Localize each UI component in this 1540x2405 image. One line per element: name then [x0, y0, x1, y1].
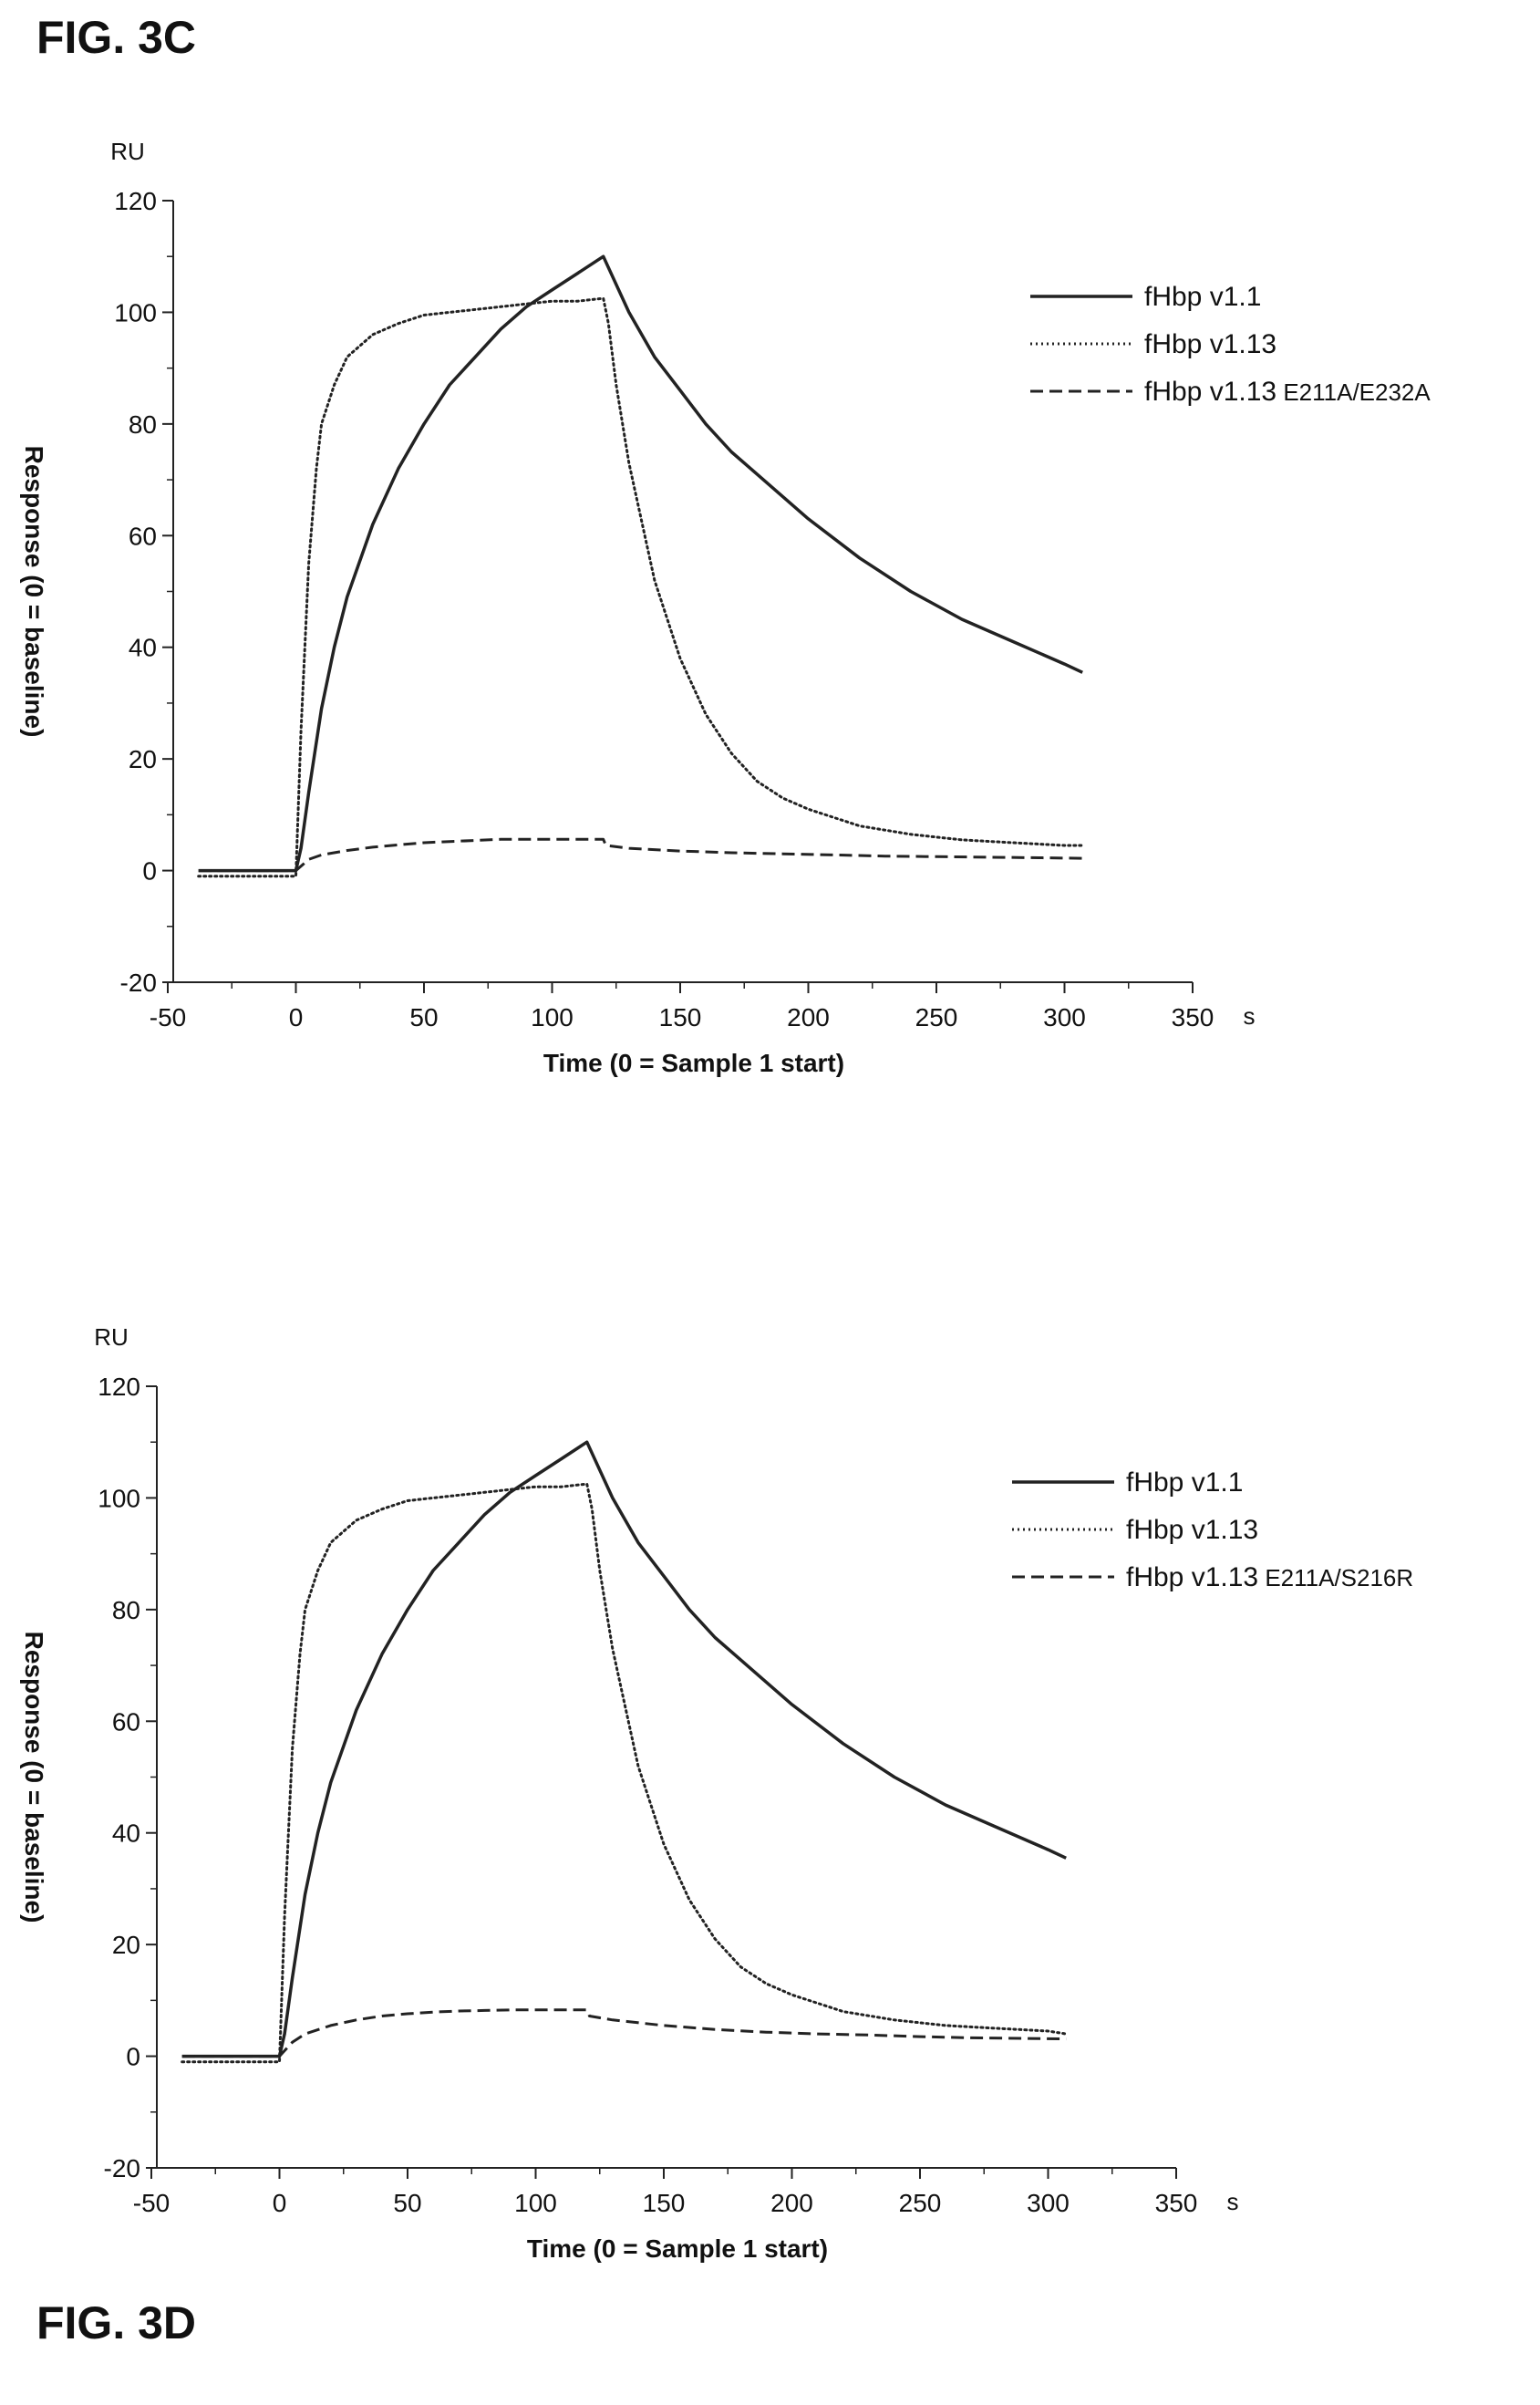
legend-label-suffix: E211A/E232A	[1276, 378, 1431, 406]
x-tick-label: 300	[1043, 1003, 1086, 1031]
x-tick-label: 0	[273, 2189, 287, 2217]
x-tick-label: 200	[770, 2189, 813, 2217]
x-tick-label: 200	[787, 1003, 830, 1031]
x-tick-label: -50	[133, 2189, 170, 2217]
y-tick-label: 80	[112, 1596, 140, 1624]
y-tick-label: 0	[126, 2043, 140, 2071]
legend-label: fHbp v1.13 E211A/S216R	[1126, 1562, 1413, 1592]
figure-label-bottom: FIG. 3D	[36, 2297, 197, 2348]
axes: -20 0 20 40 60 80 100 120 -50 0 50 100 150 200 250 300 3…	[20, 138, 1256, 1077]
series-group	[197, 254, 1084, 878]
series-line-solid	[181, 1440, 1067, 2058]
x-axis-title: Time (0 = Sample 1 start)	[543, 1049, 844, 1077]
x-tick-label: 50	[409, 1003, 438, 1031]
chart-fig-3d: -20 0 20 40 60 80 100 120 -50 0 50 100 150 200 250 300 3…	[20, 1323, 1413, 2263]
y-unit-label: RU	[110, 138, 145, 165]
legend-label-base: fHbp v1.13	[1144, 329, 1276, 359]
y-tick-label: 40	[129, 634, 157, 662]
x-tick-label: 250	[915, 1003, 958, 1031]
x-tick-label: 350	[1155, 2189, 1198, 2217]
x-tick-label: 300	[1027, 2189, 1070, 2217]
y-tick-label: 60	[112, 1707, 140, 1736]
x-tick-label: 250	[899, 2189, 942, 2217]
x-unit-label: s	[1244, 1002, 1256, 1030]
legend-label: fHbp v1.1	[1126, 1467, 1243, 1498]
series-group	[181, 1440, 1068, 2064]
series-line-dotted	[197, 296, 1084, 878]
x-tick-label: 100	[514, 2189, 557, 2217]
legend-label-base: fHbp v1.1	[1144, 282, 1261, 312]
legend-label: fHbp v1.1	[1144, 282, 1261, 312]
y-tick-label: 120	[98, 1373, 140, 1401]
series-line-solid	[198, 254, 1083, 873]
x-tick-label: 150	[659, 1003, 702, 1031]
y-axis-title: Response (0 = baseline)	[20, 446, 48, 738]
x-tick-label: 0	[289, 1003, 304, 1031]
y-tick-label: 100	[114, 298, 157, 327]
legend-label-suffix: E211A/S216R	[1258, 1564, 1413, 1591]
chart-fig-3c: -20 0 20 40 60 80 100 120 -50 0 50 100 150 200 250 300 3…	[20, 138, 1431, 1077]
y-tick-label: -20	[104, 2154, 140, 2182]
x-tick-label: -50	[150, 1003, 186, 1031]
y-tick-label: 20	[129, 745, 157, 773]
series-line-dotted	[181, 1482, 1068, 2064]
series-line-dashed	[181, 2008, 1067, 2058]
y-tick-label: -20	[120, 969, 157, 997]
y-tick-label: 120	[114, 187, 157, 215]
x-tick-label: 150	[643, 2189, 686, 2217]
legend-label: fHbp v1.13 E211A/E232A	[1144, 377, 1431, 407]
x-axis-title: Time (0 = Sample 1 start)	[527, 2234, 828, 2263]
x-tick-label: 50	[393, 2189, 421, 2217]
y-tick-label: 40	[112, 1819, 140, 1848]
legend-label-base: fHbp v1.13	[1126, 1562, 1258, 1592]
y-tick-label: 0	[142, 857, 157, 886]
y-unit-label: RU	[94, 1323, 129, 1351]
legend-label: fHbp v1.13	[1126, 1515, 1258, 1545]
y-tick-label: 20	[112, 1931, 140, 1959]
x-tick-label: 100	[531, 1003, 574, 1031]
x-unit-label: s	[1227, 2188, 1239, 2215]
y-axis-title: Response (0 = baseline)	[20, 1632, 48, 1923]
legend-label-base: fHbp v1.13	[1144, 377, 1276, 407]
legend-label: fHbp v1.13	[1144, 329, 1276, 359]
legend-label-base: fHbp v1.1	[1126, 1467, 1243, 1498]
legend-label-base: fHbp v1.13	[1126, 1515, 1258, 1545]
series-line-dashed	[198, 837, 1083, 873]
y-tick-label: 80	[129, 410, 157, 439]
y-tick-label: 60	[129, 522, 157, 550]
figure-label-top: FIG. 3C	[36, 12, 197, 63]
y-tick-label: 100	[98, 1484, 140, 1512]
axes: -20 0 20 40 60 80 100 120 -50 0 50 100 150 200 250 300 3…	[20, 1323, 1239, 2263]
x-tick-label: 350	[1172, 1003, 1214, 1031]
